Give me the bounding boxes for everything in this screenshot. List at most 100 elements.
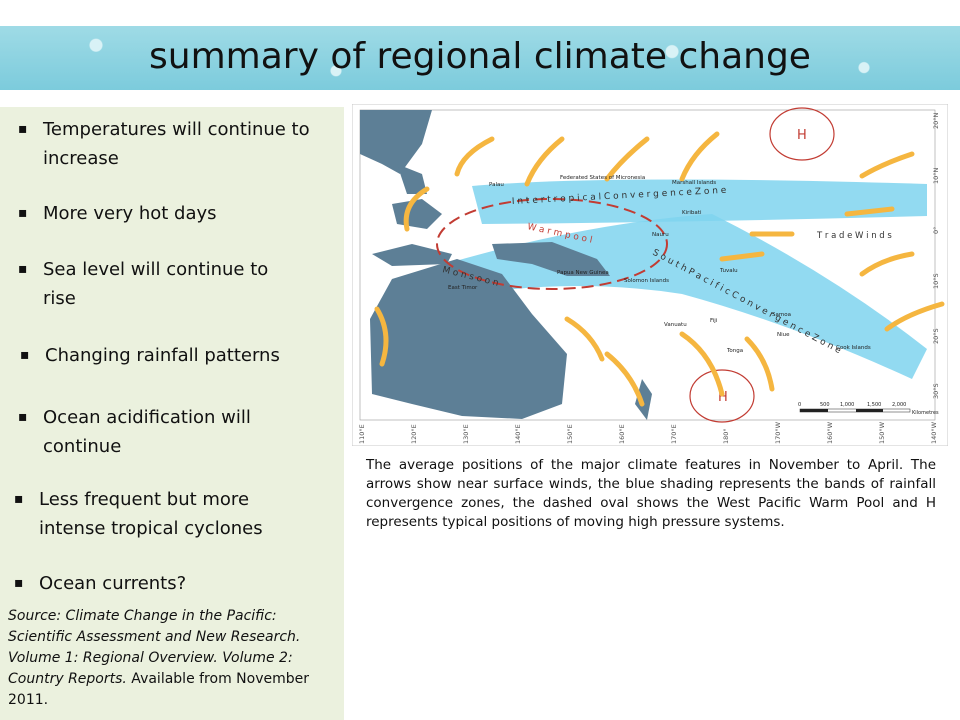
- bullet-text: Ocean currents?: [39, 573, 187, 594]
- climate-features-map: H H Palau Federated States of Micronesia…: [352, 104, 948, 446]
- lon-tick: 110°E: [358, 424, 366, 444]
- scale-tick: 1,500: [867, 402, 881, 408]
- bullet-marker: ▪: [14, 575, 24, 591]
- bullet-text: Ocean acidification will: [43, 407, 251, 428]
- label-vanuatu: Vanuatu: [664, 322, 687, 328]
- title-banner: [0, 26, 960, 90]
- source-citation: Source: Climate Change in the Pacific: S…: [8, 606, 338, 711]
- bullet-text: Changing rainfall patterns: [45, 345, 280, 366]
- bullet-panel: ▪ Temperatures will continue to increase…: [0, 107, 344, 720]
- wind-arrow: [884, 301, 945, 332]
- lat-tick: 10°S: [932, 273, 940, 289]
- label-marshall: Marshall Islands: [672, 180, 716, 186]
- warm-pool-oval: [436, 198, 668, 290]
- lon-tick: 120°E: [410, 424, 418, 444]
- bullet-marker: ▪: [18, 261, 28, 277]
- lon-tick: 140°E: [514, 424, 522, 444]
- source-normal: Available from November 2011.: [8, 671, 309, 708]
- label-solomon: Solomon Islands: [624, 278, 669, 284]
- scale-tick: 0: [798, 402, 801, 408]
- label-samoa: Samoa: [772, 312, 791, 318]
- bullet-item: ▪ More very hot days: [18, 199, 338, 228]
- wind-arrow: [859, 151, 915, 179]
- wind-arrow: [564, 316, 605, 362]
- lat-tick: 20°N: [932, 112, 940, 129]
- scale-tick: 2,000: [892, 402, 906, 408]
- bullet-item: ▪ Sea level will continue to rise: [18, 255, 338, 313]
- label-fiji: Fiji: [710, 318, 718, 324]
- scale-tick: 500: [820, 402, 830, 408]
- label-tonga: Tonga: [726, 348, 743, 354]
- bullet-item: ▪ Ocean currents?: [14, 569, 339, 598]
- label-png: Papua New Guinea: [557, 270, 609, 276]
- label-east-timor: East Timor: [448, 285, 478, 291]
- lat-tick: 0°: [932, 227, 940, 234]
- page-title: summary of regional climate change: [149, 36, 811, 77]
- bullet-item: ▪ Ocean acidification will continue: [18, 403, 338, 461]
- scale-bar: 0 500 1,000 1,500 2,000 Kilometres: [798, 402, 939, 416]
- wind-arrow: [403, 186, 430, 232]
- latitude-ticks: 20°N 10°N 0° 10°S 20°S 30°S: [932, 112, 940, 399]
- lon-tick: 170°E: [670, 424, 678, 444]
- wind-arrow: [679, 331, 725, 397]
- asia-landmass: [360, 110, 432, 174]
- new-guinea-landmass: [492, 242, 610, 276]
- wind-arrow: [524, 136, 565, 187]
- lon-tick: 160°W: [826, 421, 834, 444]
- lon-tick: 160°E: [618, 424, 626, 444]
- bullet-text: More very hot days: [43, 203, 217, 224]
- lon-tick: 180°: [722, 428, 730, 444]
- scale-tick: 1,000: [840, 402, 854, 408]
- bullet-text: Sea level will continue to: [43, 259, 269, 280]
- itcz-band: [472, 179, 927, 224]
- wind-arrows: [374, 131, 945, 407]
- label-tuvalu: Tuvalu: [719, 268, 738, 274]
- lat-tick: 30°S: [932, 383, 940, 399]
- lon-tick: 140°W: [930, 421, 938, 444]
- high-label-south: H: [718, 390, 728, 405]
- lat-tick: 20°S: [932, 328, 940, 344]
- label-fsm: Federated States of Micronesia: [560, 175, 645, 181]
- philippines-landmass: [397, 164, 427, 194]
- bullet-text: Less frequent but more: [39, 489, 250, 510]
- wind-arrow: [844, 206, 895, 217]
- wind-arrow: [719, 251, 765, 262]
- bullet-item: ▪ Changing rainfall patterns: [20, 341, 340, 370]
- scale-unit: Kilometres: [912, 410, 939, 416]
- lon-tick: 130°E: [462, 424, 470, 444]
- longitude-ticks: 110°E 120°E 130°E 140°E 150°E 160°E 170°…: [358, 421, 938, 444]
- bullet-item: ▪ Less frequent but more intense tropica…: [14, 485, 339, 543]
- wind-arrow: [859, 251, 915, 277]
- wind-arrow: [454, 136, 495, 177]
- bullet-marker: ▪: [20, 347, 30, 363]
- label-cook: Cook Islands: [836, 345, 871, 351]
- wind-arrow: [374, 306, 389, 367]
- label-niue: Niue: [777, 332, 790, 338]
- wind-arrow: [679, 131, 720, 182]
- new-zealand-landmass: [635, 379, 652, 420]
- map-caption: The average positions of the major clima…: [366, 457, 936, 530]
- label-palau: Palau: [489, 182, 504, 188]
- label-kiribati: Kiribati: [682, 210, 702, 216]
- bullet-text: continue: [43, 436, 122, 457]
- bullet-marker: ▪: [14, 491, 24, 507]
- java-landmass: [372, 244, 452, 266]
- bullet-text: Temperatures will continue to: [43, 119, 310, 140]
- wind-arrow: [744, 336, 775, 392]
- high-pressure-north: [769, 107, 835, 161]
- lat-tick: 10°N: [932, 167, 940, 184]
- label-nauru: Nauru: [652, 232, 669, 238]
- label-trade-winds: T r a d e W i n d s: [816, 231, 892, 241]
- wind-arrow: [604, 351, 645, 407]
- high-pressure-south: [689, 369, 755, 423]
- bullet-marker: ▪: [18, 121, 28, 137]
- bullet-marker: ▪: [18, 409, 28, 425]
- lon-tick: 150°W: [878, 421, 886, 444]
- bullet-text: increase: [43, 148, 119, 169]
- bullet-item: ▪ Temperatures will continue to increase: [18, 115, 338, 173]
- bullet-text: rise: [43, 288, 76, 309]
- australia-landmass: [370, 259, 567, 419]
- bullet-text: intense tropical cyclones: [39, 518, 263, 539]
- high-label-north: H: [797, 128, 807, 143]
- lon-tick: 150°E: [566, 424, 574, 444]
